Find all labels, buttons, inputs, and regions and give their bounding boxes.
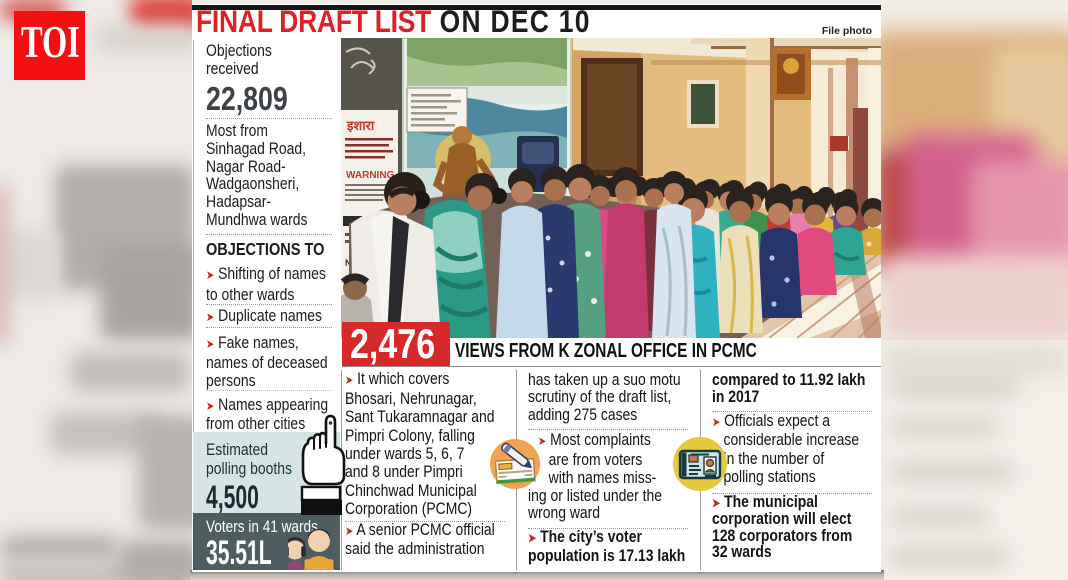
svg-text:इशारा: इशारा — [346, 118, 375, 133]
svg-text:WARNING: WARNING — [346, 170, 395, 181]
